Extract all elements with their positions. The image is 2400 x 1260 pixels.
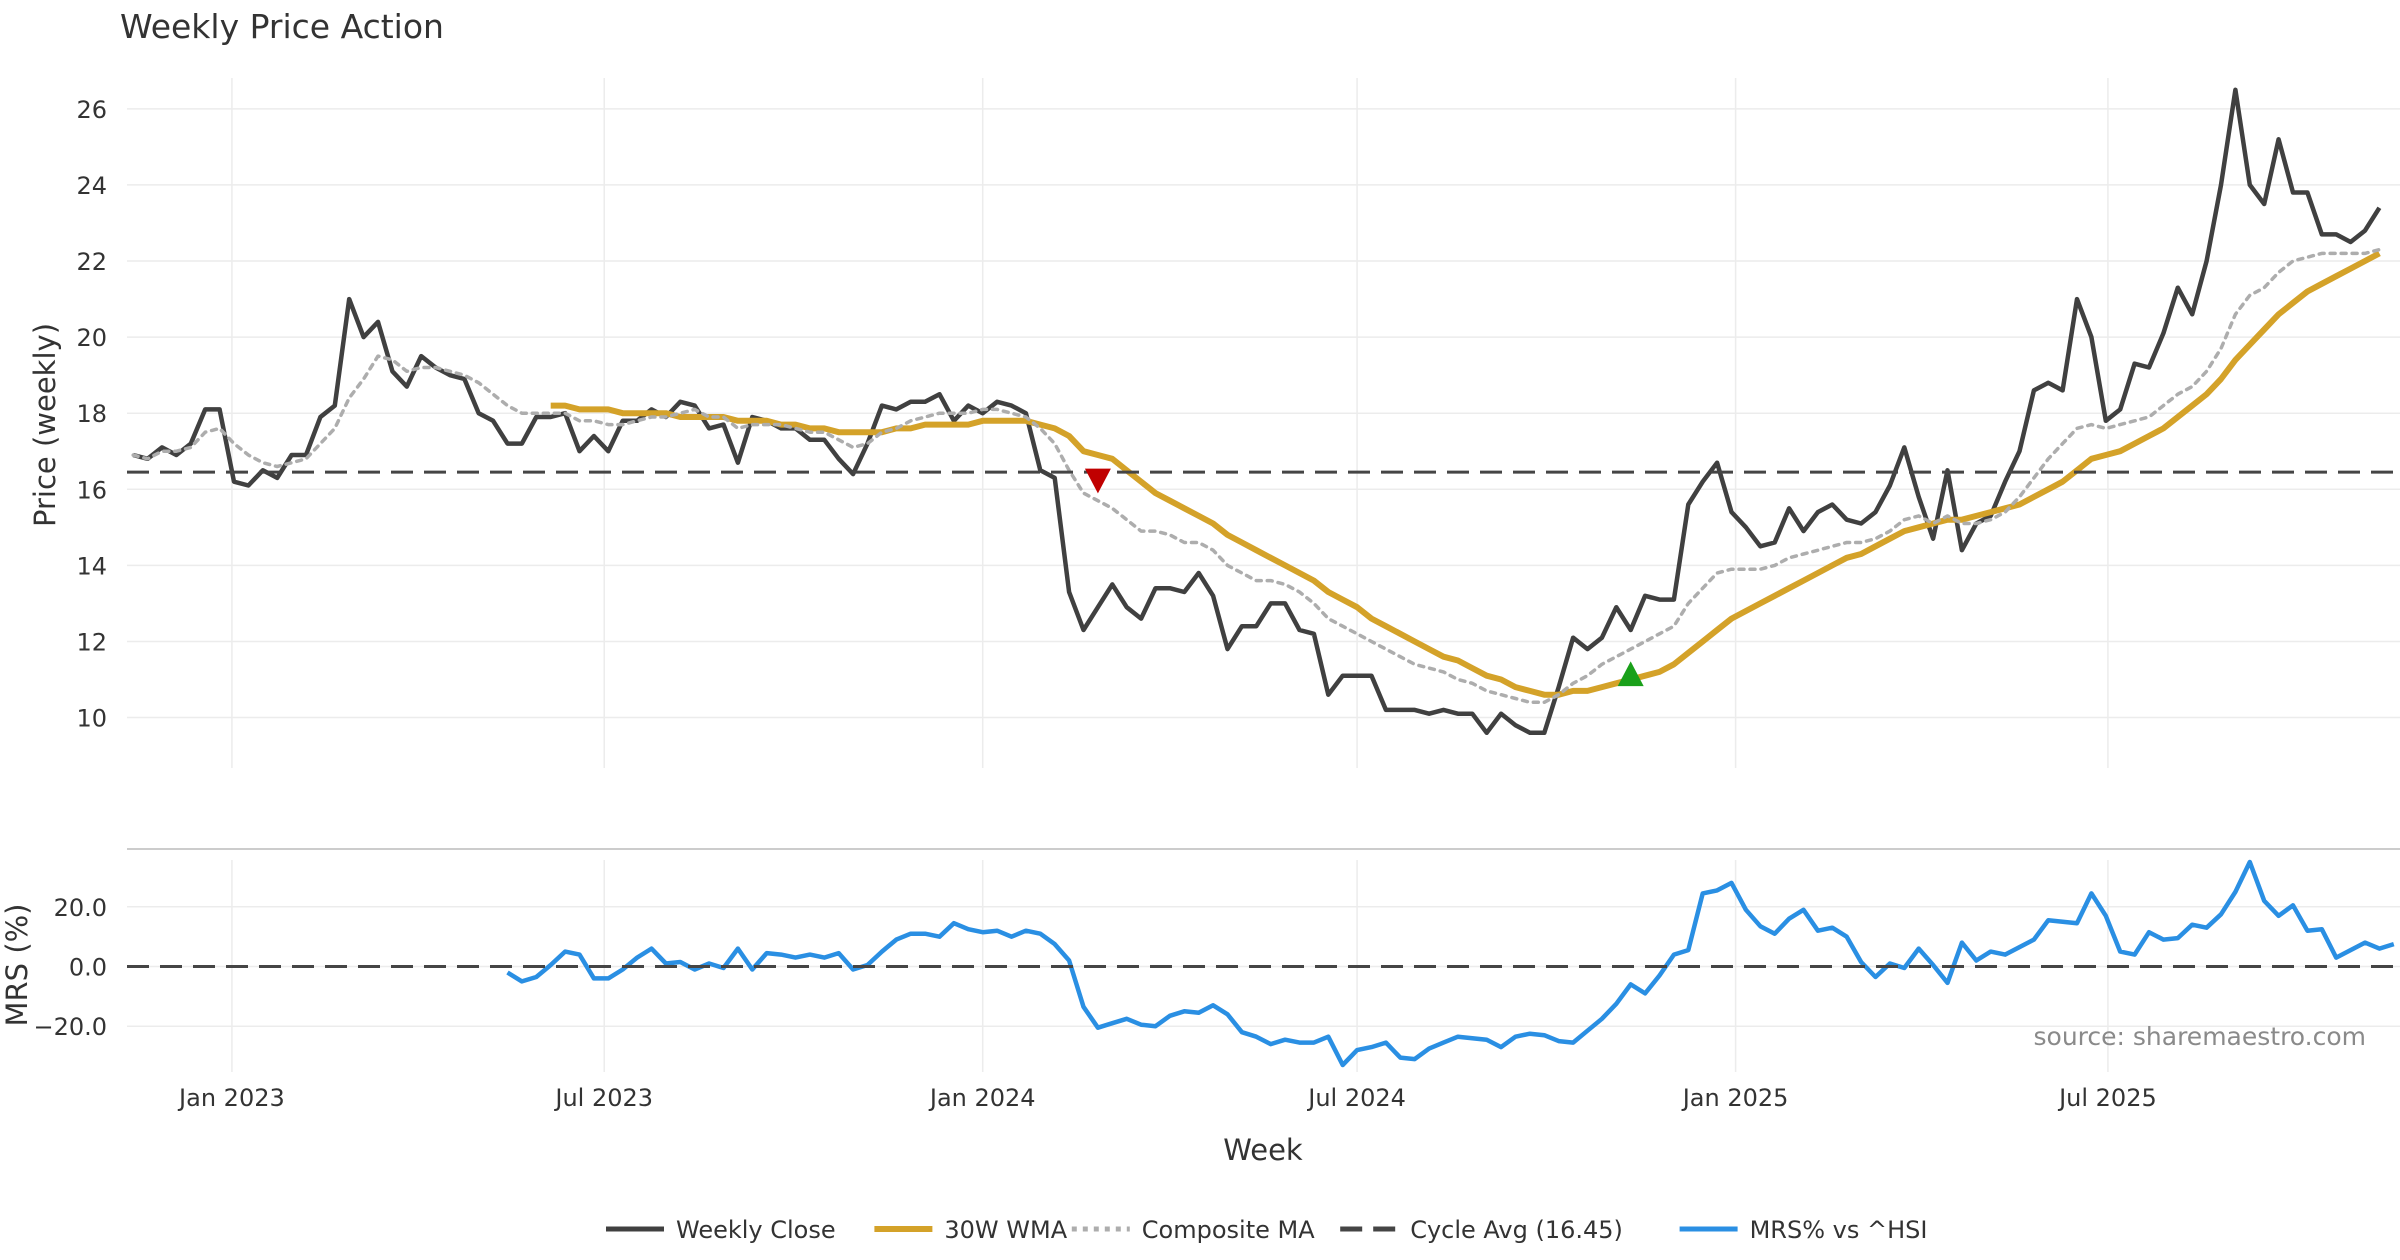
sub-y-tick-label: 20.0 — [54, 894, 107, 922]
sub-y-tick-label: 0.0 — [69, 954, 107, 982]
main-y-tick-label: 22 — [76, 248, 107, 276]
buy-signal-marker — [1617, 661, 1644, 687]
main-y-ticks: 10 12 14 16 18 20 22 24 26 — [76, 96, 107, 733]
composite-ma-line — [131, 247, 2382, 705]
legend-label: Composite MA — [1142, 1216, 1315, 1244]
legend: Weekly Close 30W WMA Composite MA Cycle Avg… — [606, 1216, 1927, 1244]
sub-y-label: MRS (%) — [0, 904, 34, 1027]
x-tick-label: Jan 2023 — [177, 1084, 285, 1112]
x-tick-label: Jan 2024 — [928, 1084, 1036, 1112]
sub-series — [127, 859, 2400, 1068]
legend-label: Weekly Close — [676, 1216, 836, 1244]
main-y-tick-label: 20 — [76, 324, 107, 352]
main-y-tick-label: 16 — [76, 476, 107, 504]
main-y-tick-label: 12 — [76, 628, 107, 656]
legend-label: Cycle Avg (16.45) — [1410, 1216, 1623, 1244]
sub-y-ticks: −20.0 0.0 20.0 — [33, 894, 107, 1041]
x-tick-label: Jul 2023 — [553, 1084, 653, 1112]
x-tick-label: Jul 2025 — [2057, 1084, 2157, 1112]
main-grid — [127, 78, 2400, 768]
legend-label: MRS% vs ^HSI — [1750, 1216, 1928, 1244]
main-y-tick-label: 26 — [76, 96, 107, 124]
weekly-close-line — [132, 87, 2382, 736]
main-y-tick-label: 10 — [76, 705, 107, 733]
x-tick-label: Jul 2024 — [1306, 1084, 1406, 1112]
30w-wma-line — [550, 250, 2381, 698]
main-y-label: Price (weekly) — [28, 323, 62, 527]
main-y-tick-label: 18 — [76, 400, 107, 428]
x-axis-label: Week — [1223, 1133, 1303, 1167]
main-y-tick-label: 14 — [76, 552, 107, 580]
sell-signal-marker — [1084, 468, 1111, 494]
x-tick-label: Jan 2025 — [1681, 1084, 1789, 1112]
x-axis-ticks: Jan 2023 Jul 2023 Jan 2024 Jul 2024 Jan 2025… — [177, 1084, 2157, 1112]
main-y-tick-label: 24 — [76, 172, 107, 200]
sub-y-tick-label: −20.0 — [33, 1013, 107, 1041]
source-text: source: sharemaestro.com — [2034, 1022, 2367, 1051]
mrs-vs-hsi-line — [506, 859, 2395, 1068]
chart-title: Weekly Price Action — [120, 7, 444, 46]
main-series — [127, 87, 2400, 736]
legend-label: 30W WMA — [944, 1216, 1067, 1244]
